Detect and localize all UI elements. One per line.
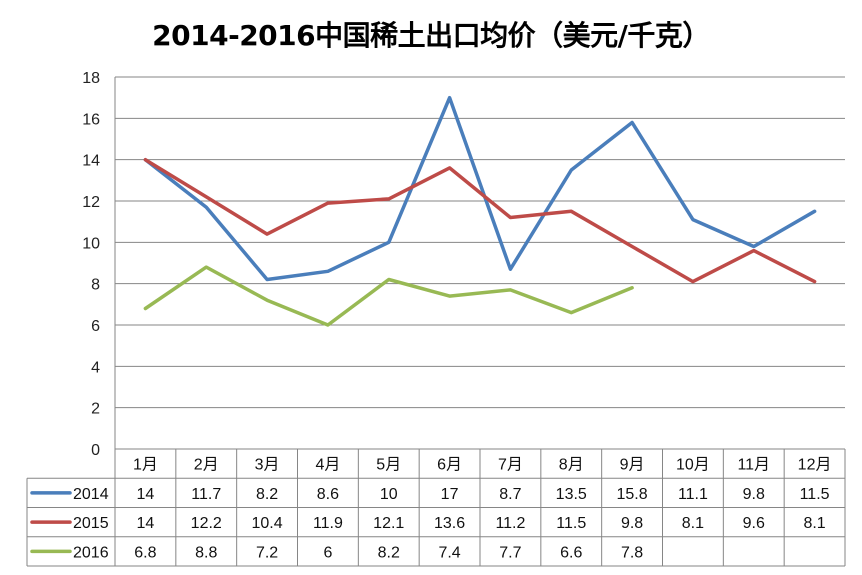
category-header: 5月 [376, 457, 401, 474]
table-cell: 8.2 [256, 486, 278, 503]
table-cell: 7.7 [499, 544, 521, 561]
y-tick-label: 12 [82, 194, 100, 211]
table-cell: 17 [441, 486, 459, 503]
y-tick-label: 18 [82, 70, 100, 87]
table-cell: 8.6 [317, 486, 339, 503]
table-cell: 11.5 [800, 486, 830, 503]
table-cell: 8.1 [803, 515, 825, 532]
table-cell: 11.7 [191, 486, 221, 503]
table-cell: 12.1 [373, 515, 404, 532]
category-header: 1月 [133, 457, 158, 474]
category-header: 11月 [737, 457, 770, 474]
table-cell: 8.7 [499, 486, 521, 503]
y-tick-label: 4 [91, 359, 100, 376]
table-cell: 12.2 [191, 515, 222, 532]
table-cell: 9.6 [743, 515, 765, 532]
y-tick-label: 0 [91, 442, 100, 459]
legend-label: 2014 [73, 486, 109, 503]
table-cell: 9.8 [743, 486, 765, 503]
table-cell: 11.1 [678, 486, 708, 503]
table-cell: 6 [323, 544, 332, 561]
table-cell: 10 [380, 486, 398, 503]
series-line-2014 [143, 95, 817, 282]
table-cell: 7.8 [621, 544, 643, 561]
series-line-2015 [143, 157, 817, 284]
table-cell: 11.9 [313, 515, 343, 532]
table-cell: 8.8 [195, 544, 217, 561]
table-cell: 7.4 [438, 544, 460, 561]
y-tick-label: 10 [82, 235, 100, 252]
category-header: 4月 [315, 457, 340, 474]
table-cell: 6.8 [134, 544, 156, 561]
table-cell: 7.2 [256, 544, 278, 561]
table-cell: 13.5 [556, 486, 587, 503]
series-line-2016 [143, 265, 634, 327]
category-header: 3月 [255, 457, 280, 474]
category-header: 7月 [498, 457, 523, 474]
y-tick-label: 8 [91, 277, 100, 294]
table-cell: 13.6 [434, 515, 465, 532]
category-header: 9月 [620, 457, 645, 474]
category-header: 8月 [559, 457, 584, 474]
table-cell: 15.8 [617, 486, 648, 503]
table-cell: 11.5 [556, 515, 586, 532]
category-header: 6月 [437, 457, 462, 474]
y-tick-label: 14 [82, 153, 100, 170]
table-cell: 8.1 [682, 515, 704, 532]
table-cell: 6.6 [560, 544, 582, 561]
y-tick-label: 16 [82, 111, 100, 128]
y-tick-label: 2 [91, 401, 100, 418]
table-cell: 9.8 [621, 515, 643, 532]
table-cell: 14 [137, 515, 155, 532]
data-table: 1月 2月 3月 4月 5月 6月 7月 8月 9月 10月 11月 12月 2014 14 11.7 8.2… [26, 448, 846, 567]
category-header: 2月 [194, 457, 219, 474]
legend-label: 2015 [73, 515, 109, 532]
table-cell: 11.2 [495, 515, 525, 532]
legend-label: 2016 [73, 544, 109, 561]
table-cell: 8.2 [378, 544, 400, 561]
y-tick-label: 6 [91, 318, 100, 335]
table-cell: 14 [137, 486, 155, 503]
category-header: 10月 [676, 457, 710, 474]
chart-title: 2014-2016中国稀土出口均价（美元/千克） [152, 19, 710, 52]
category-header: 12月 [798, 457, 832, 474]
table-cell: 10.4 [252, 515, 283, 532]
